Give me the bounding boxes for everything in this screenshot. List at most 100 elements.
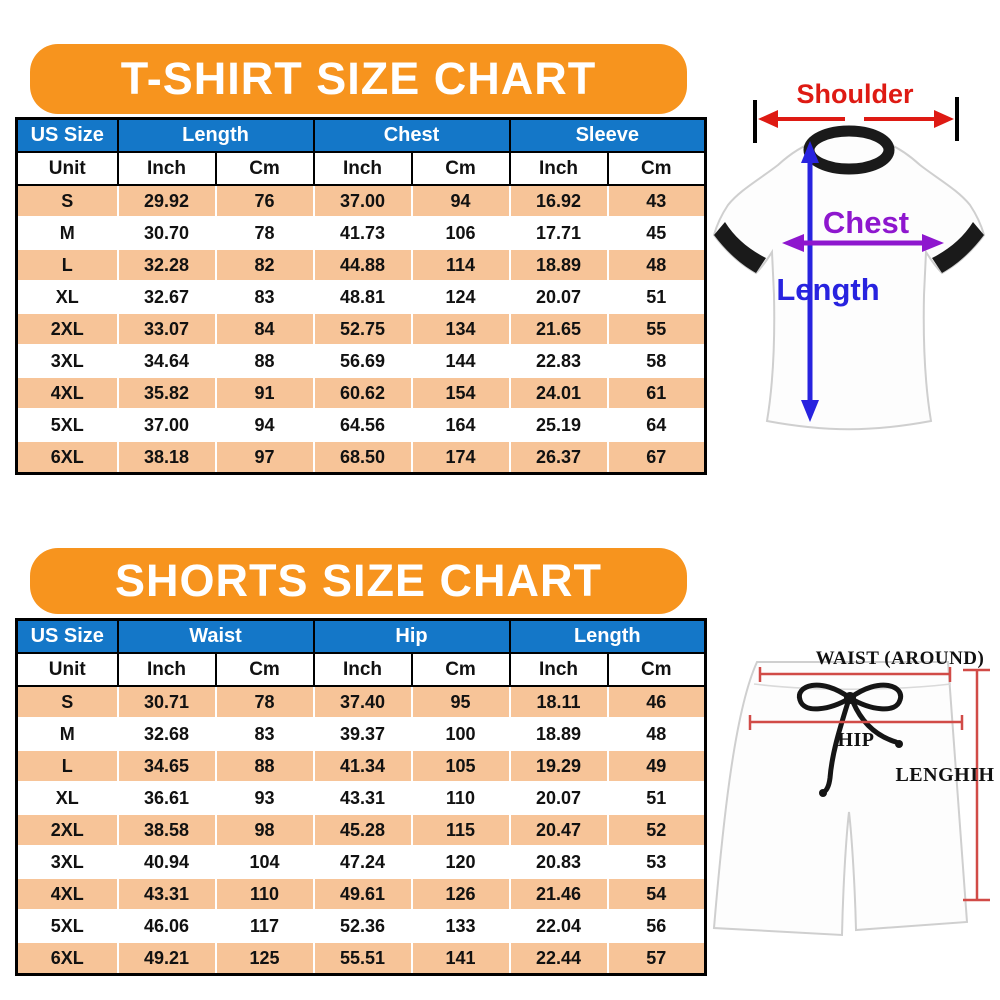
size-cell-value: 41.73 (312, 216, 413, 250)
length-label: Length (776, 272, 879, 307)
size-cell-value: 37.00 (116, 408, 217, 442)
size-row: 5XL 37.00 94 64.56 164 25.19 64 (15, 408, 707, 442)
size-cell-label: 5XL (15, 909, 119, 943)
size-cell-value: 82 (214, 248, 315, 282)
size-cell-value: 100 (410, 717, 511, 751)
size-cell-value: 53 (606, 845, 707, 879)
size-row: S 29.92 76 37.00 94 16.92 43 (15, 184, 707, 218)
size-cell-value: 18.89 (508, 248, 609, 282)
size-cell-value: 22.83 (508, 344, 609, 378)
size-cell-value: 30.70 (116, 216, 217, 250)
size-cell-value: 68.50 (312, 440, 413, 475)
size-cell-value: 48 (606, 248, 707, 282)
drawstring-left-loop (796, 682, 853, 712)
shorts-chart-title: SHORTS SIZE CHART (114, 555, 603, 606)
size-row: L 34.65 88 41.34 105 19.29 49 (15, 749, 707, 783)
size-row: 2XL 33.07 84 52.75 134 21.65 55 (15, 312, 707, 346)
size-cell-value: 83 (214, 280, 315, 314)
size-cell-value: 93 (214, 781, 315, 815)
size-cell-value: 84 (214, 312, 315, 346)
size-row: 3XL 34.64 88 56.69 144 22.83 58 (15, 344, 707, 378)
size-cell-value: 17.71 (508, 216, 609, 250)
unit-cell: Inch (508, 652, 609, 687)
size-cell-value: 45.28 (312, 813, 413, 847)
size-row: S 30.71 78 37.40 95 18.11 46 (15, 685, 707, 719)
size-row: 6XL 49.21 125 55.51 141 22.44 57 (15, 941, 707, 976)
size-row: 4XL 43.31 110 49.61 126 21.46 54 (15, 877, 707, 911)
size-cell-value: 46 (606, 685, 707, 719)
size-cell-value: 46.06 (116, 909, 217, 943)
size-cell-value: 35.82 (116, 376, 217, 410)
size-cell-label: 6XL (15, 440, 119, 475)
size-cell-value: 117 (214, 909, 315, 943)
size-cell-value: 91 (214, 376, 315, 410)
size-cell-value: 43.31 (116, 877, 217, 911)
tshirt-chart-banner: T-SHIRT SIZE CHART (30, 44, 687, 114)
size-cell-value: 144 (410, 344, 511, 378)
size-cell-value: 52 (606, 813, 707, 847)
tshirt-chart-title: T-SHIRT SIZE CHART (120, 53, 597, 104)
size-cell-value: 114 (410, 248, 511, 282)
size-cell-label: 4XL (15, 877, 119, 911)
size-cell-value: 47.24 (312, 845, 413, 879)
length-arrow-bottom-head (801, 400, 819, 422)
size-row: 4XL 35.82 91 60.62 154 24.01 61 (15, 376, 707, 410)
size-cell-value: 54 (606, 877, 707, 911)
size-cell-value: 40.94 (116, 845, 217, 879)
size-cell-value: 52.75 (312, 312, 413, 346)
size-cell-value: 43 (606, 184, 707, 218)
shorts-unit-header-row: Unit Inch Cm Inch Cm Inch Cm (15, 652, 707, 687)
size-cell-value: 18.89 (508, 717, 609, 751)
size-cell-value: 21.46 (508, 877, 609, 911)
size-row: 5XL 46.06 117 52.36 133 22.04 56 (15, 909, 707, 943)
unit-cell: Unit (15, 652, 119, 687)
size-cell-value: 55.51 (312, 941, 413, 976)
size-cell-value: 110 (410, 781, 511, 815)
size-cell-label: 2XL (15, 312, 119, 346)
shorts-body (712, 661, 969, 937)
size-cell-value: 78 (214, 685, 315, 719)
col-group-length: Length (116, 117, 315, 153)
size-cell-value: 115 (410, 813, 511, 847)
size-cell-label: S (15, 184, 119, 218)
size-cell-value: 94 (410, 184, 511, 218)
size-cell-value: 20.07 (508, 280, 609, 314)
col-group-us-size: US Size (15, 117, 119, 153)
size-cell-label: 6XL (15, 941, 119, 976)
tshirt-measure-illustration: Shoulder Length Chest (712, 79, 986, 431)
size-cell-value: 49.61 (312, 877, 413, 911)
size-cell-value: 20.47 (508, 813, 609, 847)
size-cell-value: 88 (214, 749, 315, 783)
size-cell-label: XL (15, 280, 119, 314)
tshirt-figure: Shoulder Length Chest (698, 55, 1000, 460)
size-cell-value: 21.65 (508, 312, 609, 346)
size-cell-value: 78 (214, 216, 315, 250)
size-cell-value: 34.65 (116, 749, 217, 783)
size-cell-value: 16.92 (508, 184, 609, 218)
shoulder-label: Shoulder (796, 79, 913, 109)
size-cell-value: 51 (606, 781, 707, 815)
size-cell-value: 32.67 (116, 280, 217, 314)
unit-cell: Inch (116, 151, 217, 186)
tshirt-size-table-wrap: US Size Length Chest Sleeve Unit Inch Cm… (15, 117, 708, 475)
size-cell-value: 44.88 (312, 248, 413, 282)
size-cell-value: 124 (410, 280, 511, 314)
size-cell-value: 48 (606, 717, 707, 751)
size-cell-label: 3XL (15, 845, 119, 879)
col-group-hip: Hip (312, 618, 511, 654)
shorts-group-header-row: US Size Waist Hip Length (15, 618, 707, 654)
size-cell-value: 106 (410, 216, 511, 250)
size-cell-value: 97 (214, 440, 315, 475)
size-cell-value: 55 (606, 312, 707, 346)
size-cell-label: 2XL (15, 813, 119, 847)
tshirt-unit-header-row: Unit Inch Cm Inch Cm Inch Cm (15, 151, 707, 186)
size-cell-label: M (15, 216, 119, 250)
size-cell-value: 33.07 (116, 312, 217, 346)
size-cell-value: 64 (606, 408, 707, 442)
size-cell-value: 25.19 (508, 408, 609, 442)
size-cell-value: 49.21 (116, 941, 217, 976)
size-cell-label: S (15, 685, 119, 719)
shorts-figure: WAIST (AROUND) HIP LENGHIH (700, 638, 1000, 948)
size-cell-value: 37.00 (312, 184, 413, 218)
chest-arrow-right-head (922, 234, 944, 252)
